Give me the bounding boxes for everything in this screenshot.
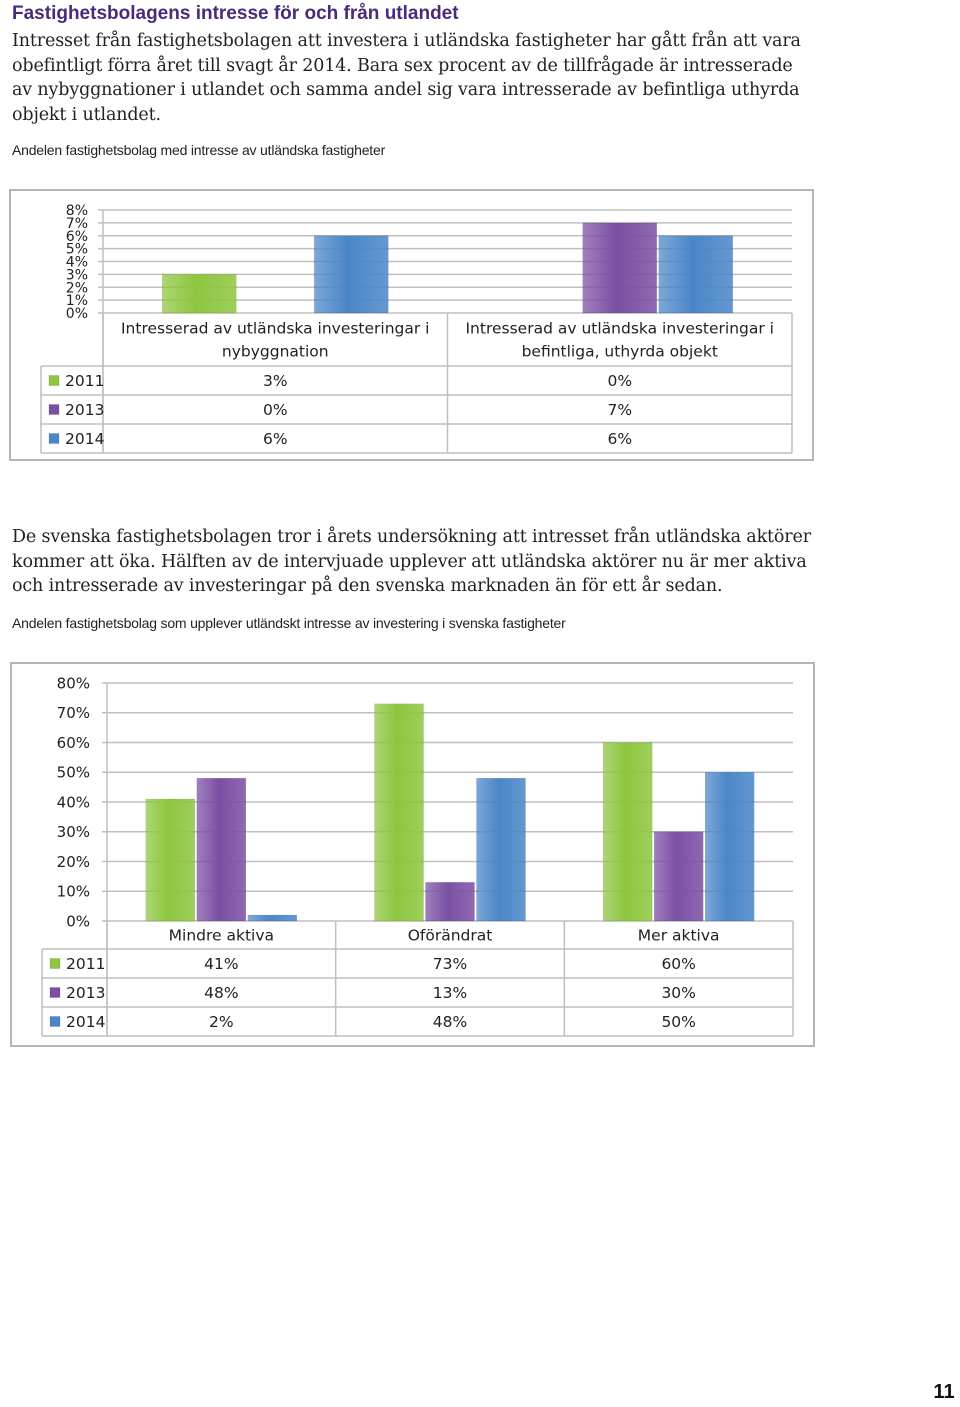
bar-2011-cat1 <box>161 274 237 314</box>
page-number: 11 <box>928 1378 960 1407</box>
legend-key-2011 <box>48 375 60 386</box>
y-tick-label: 0% <box>66 912 90 930</box>
y-tick-label: 30% <box>57 823 90 841</box>
y-tick-label: 6% <box>66 229 88 245</box>
bar-2011-cat1 <box>145 798 196 922</box>
chart1-caption: Andelen fastighetsbolag med intresse av … <box>12 142 386 158</box>
data-label: 0% <box>607 372 632 390</box>
y-tick-label: 40% <box>57 793 90 811</box>
data-label: 60% <box>661 955 695 973</box>
data-label: 48% <box>204 984 238 1002</box>
y-tick-label: 10% <box>57 883 90 901</box>
data-label: 30% <box>661 984 695 1002</box>
y-tick-label: 2% <box>66 280 88 296</box>
y-tick-label: 0% <box>66 306 88 322</box>
y-tick-label: 3% <box>66 267 88 283</box>
bar-2013-cat1 <box>196 777 247 922</box>
data-label: 0% <box>263 401 288 419</box>
bar-2014-cat1 <box>247 914 298 922</box>
data-label: 13% <box>433 984 467 1002</box>
category-label: Mer aktiva <box>638 927 720 945</box>
legend-label-2013: 2013 <box>65 401 104 419</box>
y-tick-label: 20% <box>57 853 90 871</box>
legend-label-2014: 2014 <box>65 430 104 448</box>
y-tick-label: 60% <box>57 734 90 752</box>
y-tick-label: 50% <box>57 764 90 782</box>
chart2-caption: Andelen fastighetsbolag som upplever utl… <box>12 615 566 631</box>
data-label: 3% <box>263 372 288 390</box>
legend-key-2013 <box>48 404 60 415</box>
data-label: 73% <box>433 955 467 973</box>
legend-label-2013: 2013 <box>66 984 105 1002</box>
chart-foreign-investment-interest: 0%1%2%3%4%5%6%7%8%Intresserad av utländs… <box>9 189 814 461</box>
data-label: 7% <box>607 401 632 419</box>
chart-foreign-actor-activity: 0% 10% 20% 30% 40% 50% 60% 70% 80% Mindre aktiva O… <box>10 662 815 1047</box>
y-tick-label: 80% <box>57 674 90 692</box>
intro-paragraph: Intresset från fastighetsbolagen att inv… <box>12 31 801 125</box>
data-label: 48% <box>433 1013 467 1031</box>
second-paragraph: De svenska fastighetsbolagen tror i året… <box>12 527 811 597</box>
y-tick-label: 70% <box>57 704 90 722</box>
legend-key-2013 <box>49 987 61 998</box>
legend-label-2011: 2011 <box>65 372 104 390</box>
y-tick-label: 4% <box>66 255 88 271</box>
bar-2014-cat2 <box>658 235 734 314</box>
data-label: 50% <box>661 1013 695 1031</box>
bar-2011-cat3 <box>602 742 653 922</box>
y-tick-label: 8% <box>66 203 88 219</box>
data-label: 2% <box>209 1013 234 1031</box>
bar-2013-cat3 <box>653 831 704 922</box>
legend-label-2011: 2011 <box>66 955 105 973</box>
section-heading: Fastighetsbolagens intresse för och från… <box>12 3 459 24</box>
bar-2014-cat1 <box>313 235 389 314</box>
y-tick-label: 5% <box>66 242 88 258</box>
data-label: 6% <box>607 430 632 448</box>
category-label: Intresserad av utländska investeringar i <box>465 320 774 338</box>
category-label: Mindre aktiva <box>169 927 274 945</box>
bar-2011-cat2 <box>374 703 424 922</box>
bar-2014-cat2 <box>476 777 526 922</box>
legend-key-2014 <box>49 1016 61 1027</box>
category-label: Intresserad av utländska investeringar i <box>121 320 430 338</box>
legend-key-2011 <box>49 958 61 969</box>
bar-2014-cat3 <box>704 771 755 922</box>
y-tick-label: 7% <box>66 216 88 232</box>
legend-key-2014 <box>48 433 60 444</box>
category-label: nybyggnation <box>222 343 329 361</box>
legend-label-2014: 2014 <box>66 1013 105 1031</box>
category-label: Oförändrat <box>408 927 493 945</box>
y-tick-label: 1% <box>66 293 88 309</box>
data-label: 41% <box>204 955 238 973</box>
data-label: 6% <box>263 430 288 448</box>
bar-2013-cat2 <box>425 882 475 922</box>
bar-2013-cat2 <box>582 222 658 314</box>
category-label: befintliga, uthyrda objekt <box>522 343 718 361</box>
